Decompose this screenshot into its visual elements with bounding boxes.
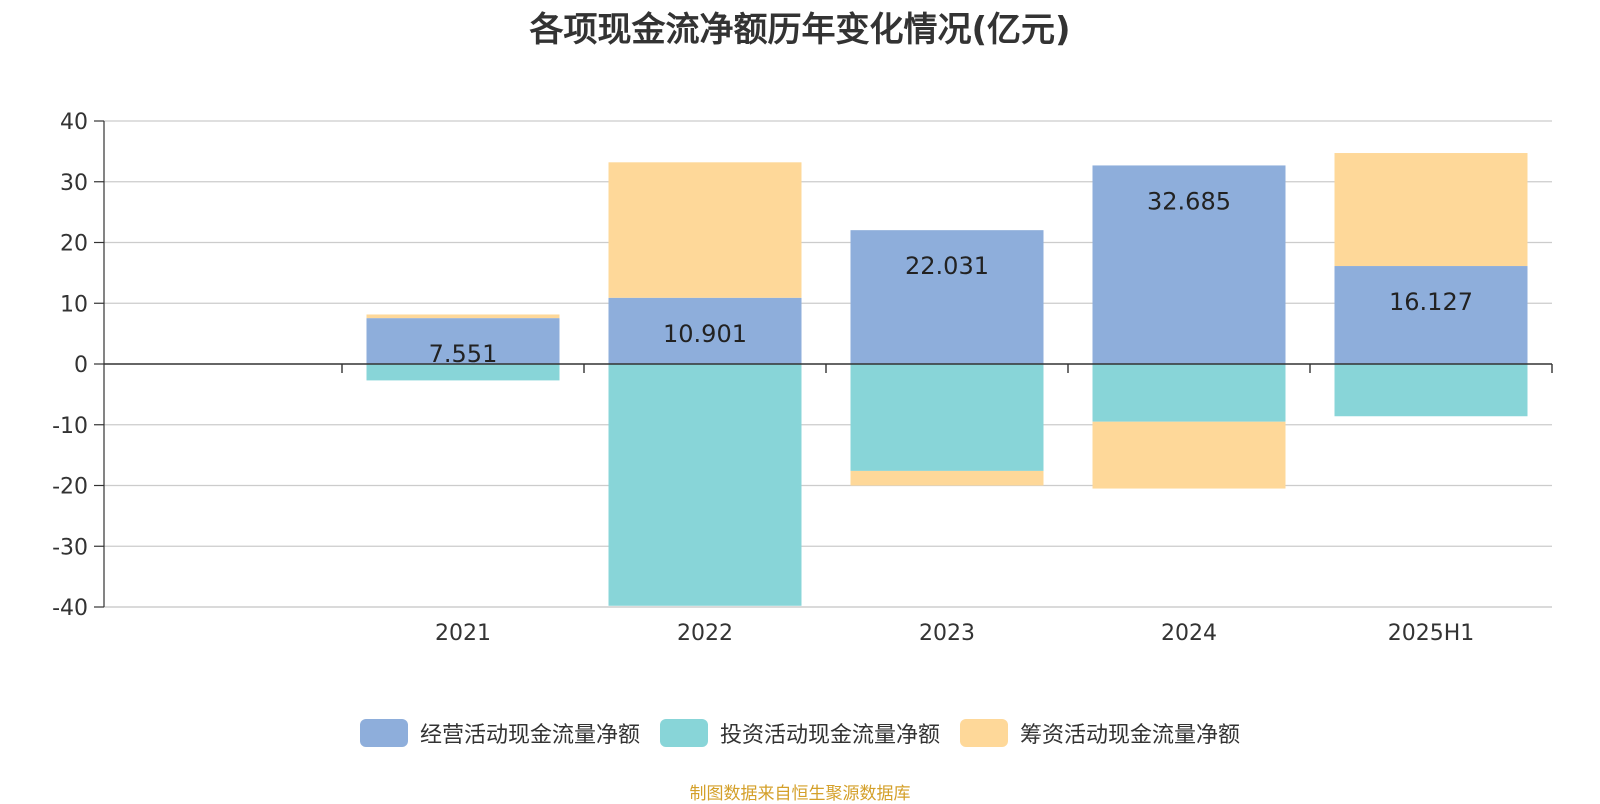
- y-tick-label: -40: [52, 596, 88, 621]
- bar-segment: [1092, 421, 1286, 489]
- y-tick-label: 30: [60, 171, 88, 196]
- bar-segment: [1092, 165, 1286, 364]
- bar-segment: [850, 470, 1044, 486]
- y-tick-label: -20: [52, 475, 88, 500]
- bar-segment: [1092, 364, 1286, 422]
- bar-segment: [608, 162, 802, 298]
- bar-segment: [366, 364, 560, 381]
- legend-label: 投资活动现金流量净额: [719, 723, 940, 748]
- bar-segment: [608, 297, 802, 364]
- data-label: 22.031: [905, 252, 989, 280]
- legend-swatch: [960, 719, 1008, 747]
- bar-segment: [1334, 364, 1528, 417]
- y-tick-label: -30: [52, 535, 88, 560]
- data-label: 10.901: [663, 320, 747, 348]
- data-label: 32.685: [1147, 187, 1231, 215]
- legend-label: 经营活动现金流量净额: [419, 723, 640, 748]
- y-tick-label: 20: [60, 232, 88, 257]
- source-note: 制图数据来自恒生聚源数据库: [689, 784, 911, 804]
- x-tick-label: 2021: [435, 621, 491, 646]
- y-tick-label: 0: [74, 353, 88, 378]
- bar-segment: [1334, 153, 1528, 267]
- data-labels: 7.551 10.901 22.031 32.685 16.127: [429, 187, 1473, 368]
- bar-segment: [850, 364, 1044, 471]
- data-label: 7.551: [429, 340, 498, 368]
- legend-swatch: [359, 719, 408, 747]
- legend-swatch: [659, 719, 708, 747]
- legend-item: 筹资活动现金流量净额: [960, 717, 1240, 749]
- legend-item: 经营活动现金流量净额: [359, 717, 640, 749]
- chart-title: 各项现金流净额历年变化情况(亿元): [529, 10, 1071, 50]
- bars: [366, 153, 1528, 606]
- data-label: 16.127: [1389, 288, 1473, 316]
- y-tick-label: 10: [60, 292, 88, 317]
- y-tick-label: 40: [60, 110, 88, 135]
- bar-segment: [366, 314, 560, 319]
- x-tick-label: 2025H1: [1388, 621, 1475, 646]
- legend-item: 投资活动现金流量净额: [659, 717, 940, 749]
- x-tick-label: 2023: [919, 621, 975, 646]
- legend-label: 筹资活动现金流量净额: [1020, 723, 1241, 748]
- bar-segment: [366, 318, 560, 364]
- bar-segment: [850, 230, 1044, 364]
- axes: 40 30 20 10 0 -10 -20 -30 -40 2021 2022 2023 2024 202…: [52, 110, 1553, 646]
- gridlines: [104, 120, 1552, 608]
- x-tick-label: 2024: [1161, 621, 1217, 646]
- chart-plot: 40 30 20 10 0 -10 -20 -30 -40 2021 2022 2023 2024 202…: [52, 110, 1553, 646]
- bar-segment: [608, 364, 802, 606]
- bar-segment: [1334, 266, 1528, 364]
- legend: 经营活动现金流量净额 投资活动现金流量净额 筹资活动现金流量净额: [0, 717, 1600, 749]
- y-tick-label: -10: [52, 414, 88, 439]
- x-tick-label: 2022: [677, 621, 733, 646]
